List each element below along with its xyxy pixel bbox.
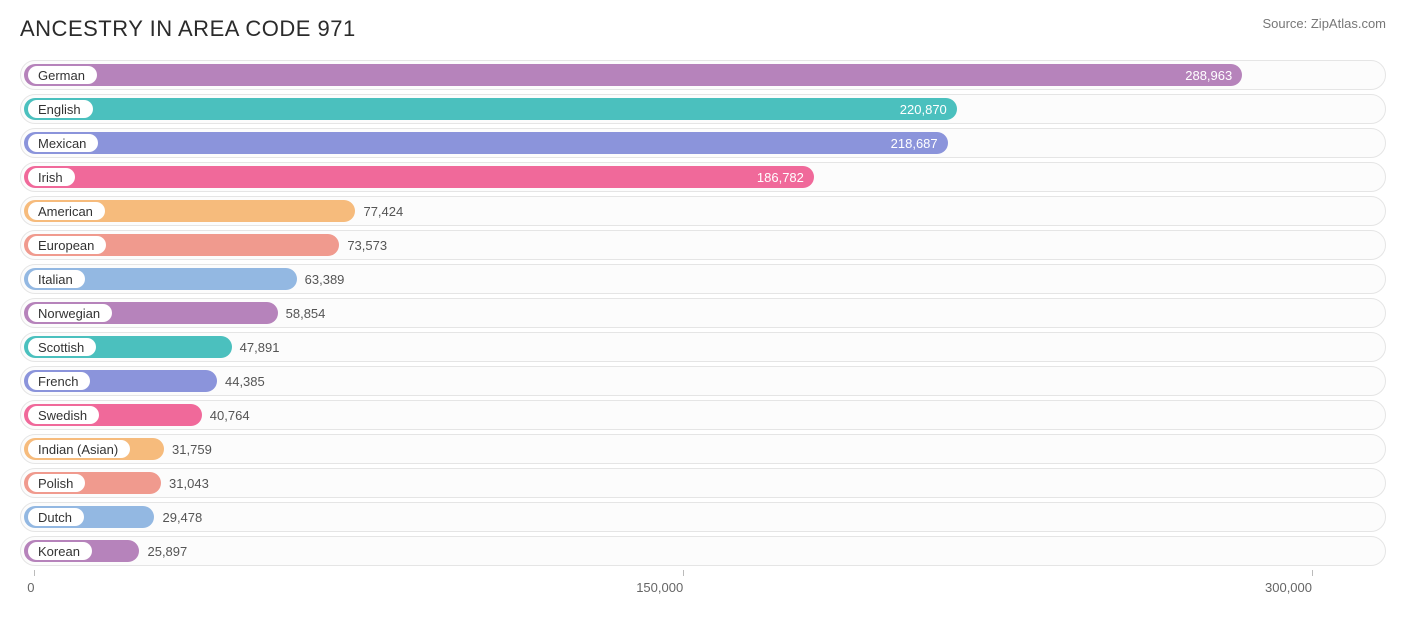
bar-label-pill: Indian (Asian)	[28, 440, 130, 458]
tick-mark	[34, 570, 35, 576]
bar-label-pill: Korean	[28, 542, 92, 560]
bar-label: French	[38, 374, 78, 389]
bar-row: European 73,573	[20, 230, 1386, 260]
bar-label-pill: Italian	[28, 270, 85, 288]
bar-label-pill: Scottish	[28, 338, 96, 356]
bar: 218,687	[24, 132, 948, 154]
bar-row: Indian (Asian) 31,759	[20, 434, 1386, 464]
bar-label: German	[38, 68, 85, 83]
bar-value: 63,389	[305, 264, 345, 294]
bar-value: 31,043	[169, 468, 209, 498]
bar-value: 40,764	[210, 400, 250, 430]
bar-row: Italian 63,389	[20, 264, 1386, 294]
bar-label-pill: European	[28, 236, 106, 254]
bar-row: Dutch 29,478	[20, 502, 1386, 532]
chart-title: ANCESTRY IN AREA CODE 971	[20, 16, 356, 42]
bar-value: 58,854	[286, 298, 326, 328]
bar-label: Mexican	[38, 136, 86, 151]
bar-row: 218,687 Mexican	[20, 128, 1386, 158]
bar-value: 218,687	[891, 132, 938, 154]
bar-row: French 44,385	[20, 366, 1386, 396]
bar-value: 73,573	[347, 230, 387, 260]
tick-label: 0	[27, 580, 34, 595]
axis-tick: 150,000	[660, 570, 707, 595]
bar-label-pill: Dutch	[28, 508, 84, 526]
bar-value: 31,759	[172, 434, 212, 464]
axis-tick: 300,000	[1289, 570, 1336, 595]
bar-row: 288,963 German	[20, 60, 1386, 90]
bar-label: Norwegian	[38, 306, 100, 321]
header: ANCESTRY IN AREA CODE 971 Source: ZipAtl…	[20, 16, 1386, 42]
bar-label-pill: Swedish	[28, 406, 99, 424]
bar-row: Scottish 47,891	[20, 332, 1386, 362]
bar: 288,963	[24, 64, 1242, 86]
bar-label-pill: French	[28, 372, 90, 390]
bar-label: Swedish	[38, 408, 87, 423]
bar-label: Irish	[38, 170, 63, 185]
bar-row: Norwegian 58,854	[20, 298, 1386, 328]
bar-track	[20, 434, 1386, 464]
bar-label-pill: German	[28, 66, 97, 84]
bar-row: Swedish 40,764	[20, 400, 1386, 430]
bar-value: 44,385	[225, 366, 265, 396]
x-axis: 0 150,000 300,000	[20, 570, 1386, 600]
bar-label: Italian	[38, 272, 73, 287]
bar-label: American	[38, 204, 93, 219]
bar: 220,870	[24, 98, 957, 120]
bar-label-pill: Norwegian	[28, 304, 112, 322]
bar-label: Indian (Asian)	[38, 442, 118, 457]
bar-track	[20, 502, 1386, 532]
bar-label-pill: Mexican	[28, 134, 98, 152]
bar-row: American 77,424	[20, 196, 1386, 226]
tick-label: 300,000	[1265, 580, 1312, 595]
ancestry-bar-chart: 288,963 German 220,870 English 218,687 Mexica…	[20, 60, 1386, 600]
source-attribution: Source: ZipAtlas.com	[1262, 16, 1386, 31]
bar-label-pill: American	[28, 202, 105, 220]
bar-track	[20, 468, 1386, 498]
axis-tick: 0	[31, 570, 38, 595]
bar: 186,782	[24, 166, 814, 188]
tick-label: 150,000	[636, 580, 683, 595]
bar-row: 186,782 Irish	[20, 162, 1386, 192]
bar-label-pill: Polish	[28, 474, 85, 492]
bar-row: Polish 31,043	[20, 468, 1386, 498]
bar-row: Korean 25,897	[20, 536, 1386, 566]
bar-value: 77,424	[363, 196, 403, 226]
bar-label: European	[38, 238, 94, 253]
bar-value: 288,963	[1185, 64, 1232, 86]
bar-label-pill: English	[28, 100, 93, 118]
bar-label: Polish	[38, 476, 73, 491]
bar-value: 186,782	[757, 166, 804, 188]
tick-mark	[683, 570, 684, 576]
bar-value: 47,891	[240, 332, 280, 362]
bar-label: Scottish	[38, 340, 84, 355]
bar-track	[20, 536, 1386, 566]
bar-label: English	[38, 102, 81, 117]
tick-mark	[1312, 570, 1313, 576]
bar-label-pill: Irish	[28, 168, 75, 186]
bar-value: 29,478	[162, 502, 202, 532]
bar-label: Korean	[38, 544, 80, 559]
bar-value: 25,897	[147, 536, 187, 566]
bar-row: 220,870 English	[20, 94, 1386, 124]
bar-value: 220,870	[900, 98, 947, 120]
bar-label: Dutch	[38, 510, 72, 525]
